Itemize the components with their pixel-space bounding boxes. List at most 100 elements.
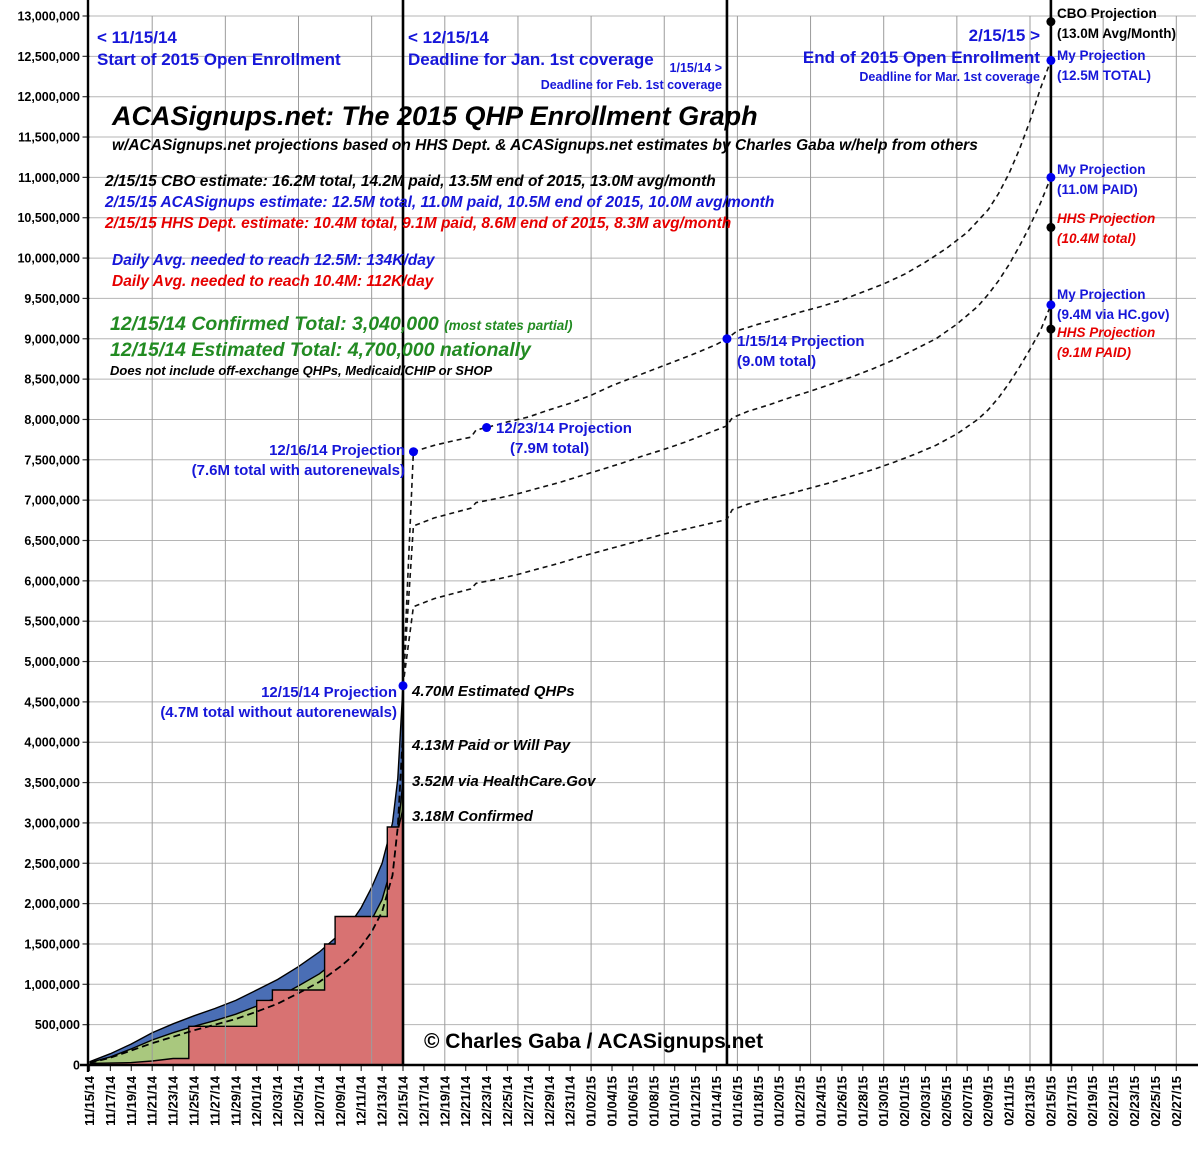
x-tick-label: 12/21/14 bbox=[458, 1075, 473, 1126]
aca-estimate: 2/15/15 ACASignups estimate: 12.5M total… bbox=[105, 194, 775, 211]
x-tick-label: 11/17/14 bbox=[103, 1075, 118, 1126]
marker-sublabel: Deadline for Mar. 1st coverage bbox=[859, 70, 1040, 84]
x-tick-label: 01/12/15 bbox=[688, 1076, 703, 1127]
x-tick-label: 12/13/14 bbox=[375, 1075, 390, 1126]
vertical-gridlines bbox=[151, 16, 1177, 1065]
x-tick-label: 02/23/15 bbox=[1127, 1076, 1142, 1127]
x-tick-label: 01/20/15 bbox=[772, 1076, 787, 1127]
projection-title: 12/16/14 Projection bbox=[269, 442, 405, 459]
x-tick-label: 11/23/14 bbox=[166, 1075, 181, 1126]
x-tick-label: 02/19/15 bbox=[1085, 1076, 1100, 1127]
estimated-total: 12/15/14 Estimated Total: 4,700,000 nati… bbox=[110, 339, 531, 361]
projection-title: 12/15/14 Projection bbox=[261, 684, 397, 701]
y-tick-label: 6,000,000 bbox=[24, 574, 80, 588]
x-tick-label: 11/25/14 bbox=[187, 1075, 202, 1126]
label-line: My Projection bbox=[1057, 162, 1146, 177]
y-tick-label: 11,500,000 bbox=[18, 131, 80, 145]
x-tick-label: 02/01/15 bbox=[897, 1076, 912, 1127]
y-tick-label: 4,500,000 bbox=[24, 695, 80, 709]
x-tick-label: 12/31/14 bbox=[563, 1075, 578, 1126]
x-tick-label: 02/25/15 bbox=[1148, 1076, 1163, 1127]
x-tick-label: 11/19/14 bbox=[124, 1075, 139, 1126]
marker-label: End of 2015 Open Enrollment bbox=[802, 48, 1040, 67]
y-tick-label: 7,000,000 bbox=[24, 494, 80, 508]
paid-dashed-line bbox=[89, 731, 404, 1064]
cbo-estimate: 2/15/15 CBO estimate: 16.2M total, 14.2M… bbox=[105, 173, 716, 190]
x-tick-label: 12/25/14 bbox=[500, 1075, 515, 1126]
y-tick-label: 3,000,000 bbox=[24, 816, 80, 830]
x-tick-label: 12/07/14 bbox=[312, 1075, 327, 1126]
marker-label: Start of 2015 Open Enrollment bbox=[97, 50, 341, 69]
marker-dots bbox=[398, 17, 1056, 691]
projection-value: (4.7M total without autorenewals) bbox=[160, 704, 397, 721]
y-tick-label: 10,500,000 bbox=[17, 211, 80, 225]
label-line: HHS Projection bbox=[1057, 325, 1156, 340]
daily-avg-red: Daily Avg. needed to reach 10.4M: 112K/d… bbox=[112, 273, 434, 290]
area-label-hcgov: 3.52M via HealthCare.Gov bbox=[412, 773, 596, 790]
projection-label-0115: 1/15/14 Projection (9.0M total) bbox=[737, 332, 865, 372]
marker-dot bbox=[398, 681, 408, 691]
x-tick-label: 12/09/14 bbox=[333, 1075, 348, 1126]
y-tick-label: 0 bbox=[73, 1059, 80, 1073]
x-tick-label: 01/06/15 bbox=[625, 1076, 640, 1127]
confirmed-total-note: (most states partial) bbox=[444, 318, 573, 333]
y-tick-label: 5,000,000 bbox=[24, 655, 80, 669]
totals-disclaimer: Does not include off-exchange QHPs, Medi… bbox=[110, 363, 493, 378]
x-tick-label: 01/18/15 bbox=[751, 1076, 766, 1127]
marker-dot bbox=[1046, 300, 1056, 310]
label-line: (12.5M TOTAL) bbox=[1057, 68, 1152, 83]
label-line: (9.1M PAID) bbox=[1057, 345, 1132, 360]
x-tick-label: 01/14/15 bbox=[709, 1076, 724, 1127]
x-tick-label: 02/13/15 bbox=[1023, 1076, 1038, 1127]
x-tick-label: 12/11/14 bbox=[354, 1075, 369, 1126]
x-axis-labels: 11/15/14 11/17/14 11/19/14 11/21/14 11/23/14… bbox=[82, 1075, 1184, 1126]
y-tick-label: 5,500,000 bbox=[24, 615, 80, 629]
y-tick-label: 10,000,000 bbox=[17, 252, 80, 266]
y-tick-label: 9,500,000 bbox=[24, 292, 80, 306]
marker-dot bbox=[1046, 55, 1056, 65]
projection-value: (9.0M total) bbox=[737, 353, 817, 370]
x-tick-label: 01/30/15 bbox=[876, 1076, 891, 1127]
x-tick-label: 02/09/15 bbox=[981, 1076, 996, 1127]
marker-dot bbox=[1046, 324, 1056, 334]
marker-dot bbox=[408, 447, 418, 457]
x-tick-label: 01/28/15 bbox=[855, 1076, 870, 1127]
right-label-hhs-paid: HHS Projection (9.1M PAID) bbox=[1057, 323, 1200, 363]
x-tick-label: 02/07/15 bbox=[960, 1076, 975, 1127]
marker-dot bbox=[722, 334, 732, 344]
projection-value: (7.9M total) bbox=[510, 440, 590, 457]
x-tick-label: 12/27/14 bbox=[521, 1075, 536, 1126]
y-tick-label: 12,000,000 bbox=[17, 90, 80, 104]
y-tick-label: 500,000 bbox=[35, 1018, 80, 1032]
x-tick-label: 02/05/15 bbox=[939, 1076, 954, 1127]
annotation-jan15-deadline: 1/15/14 > Deadline for Feb. 1st coverage bbox=[520, 60, 722, 94]
y-tick-label: 13,000,000 bbox=[17, 10, 80, 24]
date-marker: < 11/15/14 bbox=[97, 28, 177, 47]
projection-label-1216: 12/16/14 Projection (7.6M total with aut… bbox=[150, 441, 405, 481]
y-tick-label: 1,000,000 bbox=[24, 978, 80, 992]
date-marker: 1/15/14 > bbox=[669, 61, 722, 75]
label-line: (10.4M total) bbox=[1057, 231, 1136, 246]
y-tick-label: 6,500,000 bbox=[24, 534, 80, 548]
copyright-notice: © Charles Gaba / ACASignups.net bbox=[424, 1030, 764, 1053]
y-tick-label: 8,500,000 bbox=[24, 373, 80, 387]
annotation-feb15-end: 2/15/15 > End of 2015 Open Enrollment De… bbox=[720, 25, 1040, 86]
marker-dot bbox=[1046, 172, 1056, 182]
x-tick-label: 12/05/14 bbox=[291, 1075, 306, 1126]
projection-value: (7.6M total with autorenewals) bbox=[191, 462, 405, 479]
x-tick-label: 01/04/15 bbox=[605, 1076, 620, 1127]
projection-title: 12/23/14 Projection bbox=[496, 420, 632, 437]
x-tick-label: 01/16/15 bbox=[730, 1076, 745, 1127]
projection-title: 1/15/14 Projection bbox=[737, 333, 865, 350]
y-tick-label: 4,000,000 bbox=[24, 736, 80, 750]
estimates-block: 2/15/15 CBO estimate: 16.2M total, 14.2M… bbox=[105, 171, 774, 234]
x-tick-label: 11/27/14 bbox=[207, 1075, 222, 1126]
projection-label-1223: 12/23/14 Projection (7.9M total) bbox=[496, 419, 632, 459]
projection_paid bbox=[402, 177, 1052, 686]
daily-avg-blue: Daily Avg. needed to reach 12.5M: 134K/d… bbox=[112, 252, 435, 269]
projection_hcgov bbox=[402, 304, 1052, 686]
y-tick-label: 7,500,000 bbox=[24, 453, 80, 467]
right-label-my-total: My Projection (12.5M TOTAL) bbox=[1057, 46, 1200, 86]
confirmed_area bbox=[89, 808, 403, 1065]
y-tick-label: 2,500,000 bbox=[24, 857, 80, 871]
